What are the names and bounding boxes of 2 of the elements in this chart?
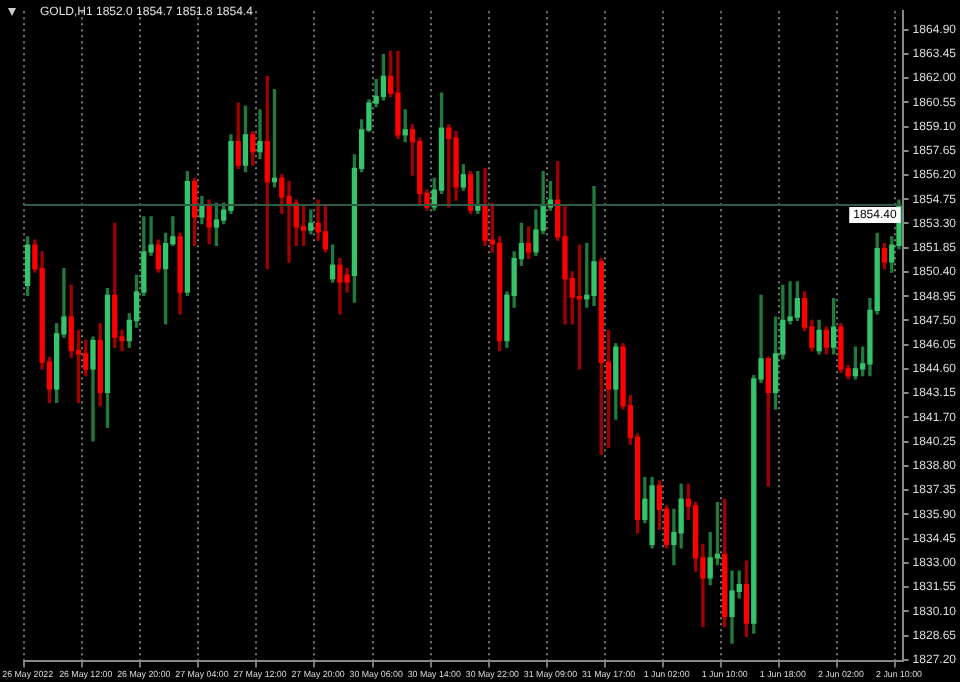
candlestick: [257, 109, 263, 159]
candlestick: [286, 181, 292, 263]
